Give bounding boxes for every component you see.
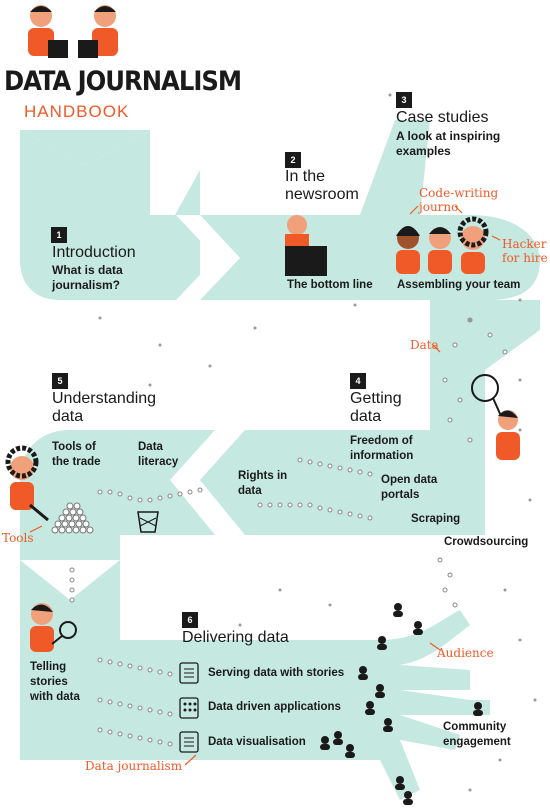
chapter-1-number: 1 (51, 227, 67, 243)
annotation-tools: Tools (2, 531, 34, 545)
chapter-3-title: Case studies (396, 109, 489, 126)
bottom-line-person (285, 215, 327, 276)
tools-woman-illustration (5, 445, 49, 522)
label-assembling-team: Assembling your team (397, 279, 521, 291)
handbook-subtitle: HANDBOOK (24, 102, 130, 121)
label-crowdsourcing: Crowdsourcing (444, 536, 529, 548)
label-scraping: Scraping (411, 513, 461, 525)
chapter-4-title: Getting data (350, 390, 402, 425)
band-delivering (20, 610, 490, 800)
audience-figures (320, 603, 483, 805)
funnel-top (20, 130, 150, 165)
chapter-1-subtitle: What is data journalism? (52, 263, 123, 292)
label-community-engagement: Community engagement (443, 721, 511, 748)
annotation-hacker-for-hire: Hacker for hire (502, 237, 548, 265)
annotation-arrows (29, 205, 501, 766)
data-pile (51, 502, 94, 534)
label-data-visualisation: Data visualisation (208, 736, 306, 748)
chapter-3-number: 3 (396, 92, 412, 108)
storyteller-illustration (30, 603, 77, 652)
chevron-2 (170, 430, 245, 535)
label-tools-of-the-trade: Tools of the trade (52, 441, 101, 468)
annotation-code-writing-journo: Code-writing journo (419, 186, 499, 214)
wastebasket-icon (137, 511, 159, 533)
dot-trails (69, 317, 508, 747)
readers-illustration (28, 5, 118, 58)
annotation-data: Data (410, 338, 439, 352)
annotation-audience: Audience (437, 646, 494, 660)
scatter-dots (98, 93, 537, 792)
chapter-5-number: 5 (52, 373, 68, 389)
chapter-4-number: 4 (350, 373, 366, 389)
label-telling-stories: Telling stories with data (30, 661, 80, 703)
label-bottom-line: The bottom line (287, 279, 373, 291)
chapter-1-title: Introduction (52, 244, 136, 261)
label-data-driven-applications: Data driven applications (208, 701, 341, 713)
annotation-data-journalism: Data journalism (85, 759, 183, 773)
data-catcher-illustration (471, 374, 520, 460)
label-data-literacy: Data literacy (138, 441, 179, 468)
chevron-1 (176, 215, 240, 300)
delivery-icons (179, 662, 199, 753)
team-illustration (396, 216, 489, 274)
chapter-6-title: Delivering data (182, 629, 289, 646)
label-serving-data: Serving data with stories (208, 667, 345, 679)
label-rights-in-data: Rights in data (238, 470, 288, 497)
chapter-3-subtitle: A look at inspiring examples (396, 129, 501, 158)
chapter-2-number: 2 (285, 152, 301, 168)
label-open-data-portals: Open data portals (381, 474, 438, 501)
label-freedom-of-information: Freedom of information (350, 435, 414, 462)
case-studies-branch (360, 120, 430, 215)
chapter-5-title: Understanding data (52, 390, 157, 425)
chapter-6-number: 6 (182, 612, 198, 628)
chapter-2-title: In the newsroom (285, 168, 359, 203)
handbook-title: DATA JOURNALISM (4, 66, 242, 97)
